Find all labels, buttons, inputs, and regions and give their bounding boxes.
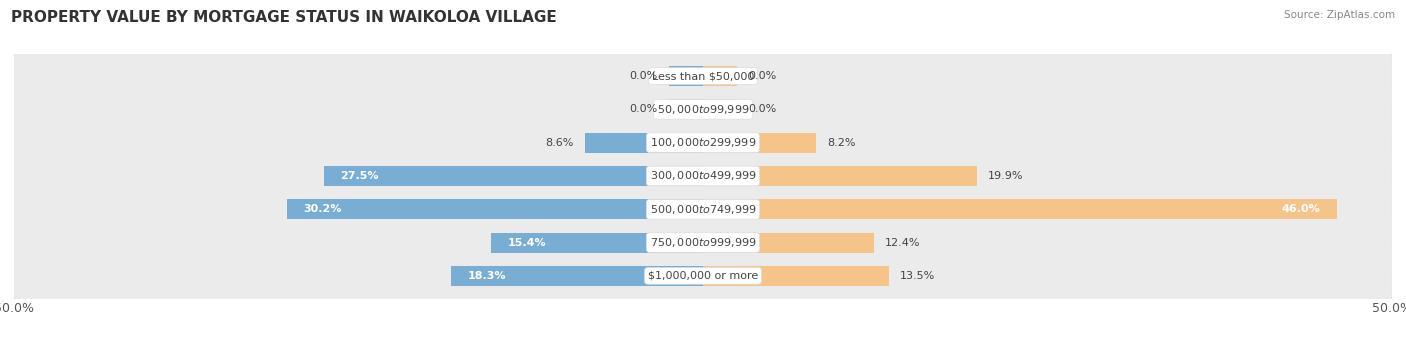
FancyBboxPatch shape	[11, 210, 1395, 275]
Text: 30.2%: 30.2%	[304, 204, 342, 214]
Text: PROPERTY VALUE BY MORTGAGE STATUS IN WAIKOLOA VILLAGE: PROPERTY VALUE BY MORTGAGE STATUS IN WAI…	[11, 10, 557, 25]
FancyBboxPatch shape	[14, 45, 1392, 107]
Text: 8.2%: 8.2%	[827, 138, 855, 148]
Bar	[703, 199, 1337, 219]
Text: 15.4%: 15.4%	[508, 238, 546, 248]
FancyBboxPatch shape	[11, 243, 1395, 308]
FancyBboxPatch shape	[14, 112, 1392, 174]
FancyBboxPatch shape	[14, 211, 1392, 274]
FancyBboxPatch shape	[11, 110, 1395, 175]
Bar	[703, 99, 738, 119]
Bar	[703, 133, 815, 153]
Legend: Without Mortgage, With Mortgage: Without Mortgage, With Mortgage	[574, 339, 832, 340]
FancyBboxPatch shape	[11, 177, 1395, 242]
Bar	[451, 266, 703, 286]
Bar	[287, 199, 703, 219]
Text: 0.0%: 0.0%	[630, 104, 658, 114]
Text: 46.0%: 46.0%	[1281, 204, 1320, 214]
Text: $500,000 to $749,999: $500,000 to $749,999	[650, 203, 756, 216]
FancyBboxPatch shape	[14, 178, 1392, 241]
Text: $750,000 to $999,999: $750,000 to $999,999	[650, 236, 756, 249]
Text: 13.5%: 13.5%	[900, 271, 935, 281]
Text: 0.0%: 0.0%	[630, 71, 658, 81]
Bar	[703, 66, 738, 86]
Text: 12.4%: 12.4%	[884, 238, 921, 248]
Text: Less than $50,000: Less than $50,000	[652, 71, 754, 81]
Text: $1,000,000 or more: $1,000,000 or more	[648, 271, 758, 281]
Text: $100,000 to $299,999: $100,000 to $299,999	[650, 136, 756, 149]
FancyBboxPatch shape	[11, 77, 1395, 142]
Text: 27.5%: 27.5%	[340, 171, 380, 181]
Text: 19.9%: 19.9%	[988, 171, 1024, 181]
FancyBboxPatch shape	[14, 144, 1392, 207]
Bar	[491, 233, 703, 253]
Text: 0.0%: 0.0%	[748, 104, 776, 114]
Text: $300,000 to $499,999: $300,000 to $499,999	[650, 169, 756, 183]
Text: 18.3%: 18.3%	[467, 271, 506, 281]
Text: Source: ZipAtlas.com: Source: ZipAtlas.com	[1284, 10, 1395, 20]
FancyBboxPatch shape	[11, 143, 1395, 209]
Bar	[703, 266, 889, 286]
FancyBboxPatch shape	[14, 78, 1392, 141]
FancyBboxPatch shape	[14, 244, 1392, 307]
Text: 0.0%: 0.0%	[748, 71, 776, 81]
Bar	[323, 166, 703, 186]
Bar	[669, 66, 703, 86]
Text: 8.6%: 8.6%	[546, 138, 574, 148]
Bar	[585, 133, 703, 153]
Bar	[669, 99, 703, 119]
Text: $50,000 to $99,999: $50,000 to $99,999	[657, 103, 749, 116]
Bar	[703, 233, 875, 253]
Bar	[703, 166, 977, 186]
FancyBboxPatch shape	[11, 44, 1395, 109]
